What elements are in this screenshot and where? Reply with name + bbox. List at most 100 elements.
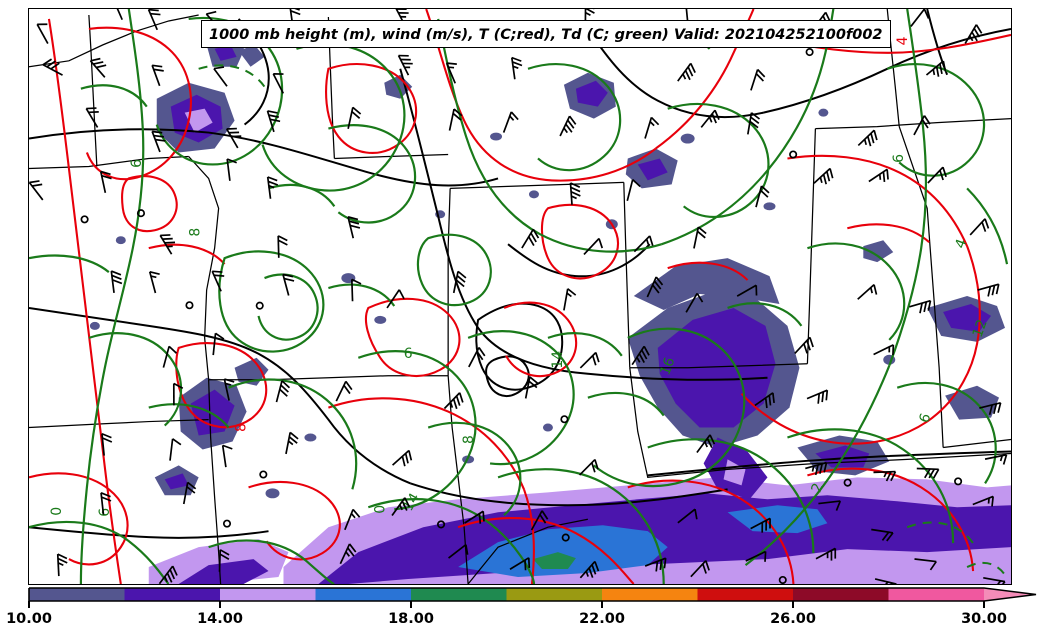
wind-barb-full-feather (768, 395, 772, 406)
wind-barb-full-feather (870, 133, 875, 144)
wind-barb-shaft (746, 112, 753, 135)
wind-barb-full-feather (928, 468, 935, 479)
wind-barb-full-feather (401, 500, 408, 511)
wind-barb-full-feather (95, 64, 107, 69)
wind-barb-full-feather (591, 355, 597, 366)
wind-barb-full-feather (921, 119, 929, 129)
wind-barb-full-feather (923, 115, 931, 125)
wind-barb-full-feather (528, 236, 535, 247)
wind-barb-shaft (452, 271, 459, 294)
wind-barb-shaft (42, 63, 63, 76)
wind-barb-half-feather (449, 401, 454, 408)
wind-barb-full-feather (219, 553, 230, 561)
wind-barb-half-feather (863, 139, 868, 146)
wind-barb-shaft (445, 62, 457, 84)
wind-barb-full-feather (772, 392, 775, 404)
wind-barb-full-feather (689, 63, 696, 73)
wind-barb-full-feather (942, 60, 947, 72)
wind-barb-full-feather (975, 24, 983, 34)
wind-barb-full-feather (971, 31, 978, 42)
wind-barb-full-feather (687, 66, 694, 77)
wind-barb-shaft (677, 508, 696, 524)
colorbar-tick-label: 14.00 (197, 611, 243, 627)
wind-barb-shaft (874, 578, 897, 584)
wind-barb-full-feather (638, 353, 645, 363)
wind-barb-shaft (644, 557, 667, 567)
wind-barb-full-feather (345, 380, 353, 391)
wind-barb-half-feather (150, 275, 157, 279)
wind-barb-full-feather (991, 496, 994, 507)
temperature-contours (29, 9, 1011, 584)
wind-barb-shaft (631, 345, 645, 366)
wind-barb-shaft (857, 284, 875, 300)
wind-barb-full-feather (187, 481, 197, 490)
wind-barb-full-feather (453, 108, 463, 117)
wind-barb-full-feather (984, 218, 990, 229)
wind-barb-full-feather (567, 288, 577, 296)
wind-barb-full-feather (659, 559, 663, 570)
wind-barb-full-feather (570, 190, 581, 197)
wind-barb-half-feather (509, 115, 515, 121)
wind-barb-half-feather (566, 292, 572, 298)
wind-barb-calm-circle (136, 209, 146, 218)
wind-barb-full-feather (348, 220, 360, 225)
wind-barb-shaft (443, 392, 461, 410)
wind-barb-full-feather (288, 436, 298, 444)
wind-barb-shaft (984, 453, 1007, 460)
wind-barb-shaft (750, 69, 759, 91)
wind-barb-half-feather (819, 177, 823, 184)
wind-barb-shaft (211, 270, 222, 292)
wind-barb-full-feather (111, 270, 122, 276)
wind-barb-full-feather (817, 393, 821, 404)
colorbar-segment (602, 588, 698, 601)
wind-barb-shaft (755, 185, 763, 208)
wind-barb-full-feather (663, 558, 667, 569)
wind-barb-shaft (745, 550, 766, 562)
wind-barb-full-feather (684, 70, 691, 81)
wind-barb-shaft (89, 60, 106, 78)
wind-barb-full-feather (987, 286, 992, 297)
wind-barb-half-feather (811, 465, 815, 472)
wind-barb-shaft (579, 560, 596, 579)
wind-barb-full-feather (456, 275, 466, 283)
wind-barb-full-feather (643, 345, 650, 356)
contour-label: 6 (97, 508, 113, 517)
wind-barb-half-feather (649, 121, 655, 127)
wind-barb-full-feather (803, 343, 808, 354)
wind-barb-full-feather (939, 170, 944, 181)
wind-barb-full-feather (714, 109, 720, 120)
wind-barb-full-feather (641, 349, 648, 360)
wind-barb-full-feather (882, 171, 886, 182)
colorbar-segment (220, 588, 316, 601)
wind-barb-calm-circle (185, 301, 194, 310)
wind-barb-shaft (272, 73, 285, 94)
colorbar: 10.00 14.00 18.00 22.00 26.00 30.00 (0, 585, 1037, 633)
wind-barb-full-feather (750, 116, 760, 124)
wind-barb-full-feather (696, 230, 706, 239)
wind-barb-shaft (818, 500, 841, 505)
wind-barb-full-feather (995, 283, 1000, 295)
wind-barb-calm-circle (80, 215, 89, 224)
wind-barb-full-feather (347, 216, 359, 221)
wind-barb-calm-circle (255, 301, 264, 310)
wind-barb-full-feather (591, 462, 596, 473)
wind-barb-shaft (925, 60, 944, 76)
wind-barb-full-feather (932, 468, 940, 479)
wind-barb-shaft (578, 458, 596, 476)
wind-barb-shaft (633, 235, 651, 253)
wind-barb-full-feather (455, 279, 465, 288)
wind-barb-calm-circle (805, 48, 814, 57)
contour-label: 12 (970, 317, 991, 339)
dewpoint-contours (29, 9, 1009, 584)
wind-barb-full-feather (149, 270, 160, 276)
wind-barb-shaft (158, 565, 174, 584)
wind-barb-full-feather (222, 444, 233, 450)
colorbar-segment (124, 588, 220, 601)
wind-barb-shaft (29, 181, 44, 201)
wind-barb-full-feather (347, 547, 355, 557)
wind-barb-full-feather (90, 57, 101, 62)
wind-barb-shaft (212, 333, 217, 356)
wind-barb-full-feather (476, 350, 484, 361)
wind-barb-full-feather (825, 390, 829, 401)
